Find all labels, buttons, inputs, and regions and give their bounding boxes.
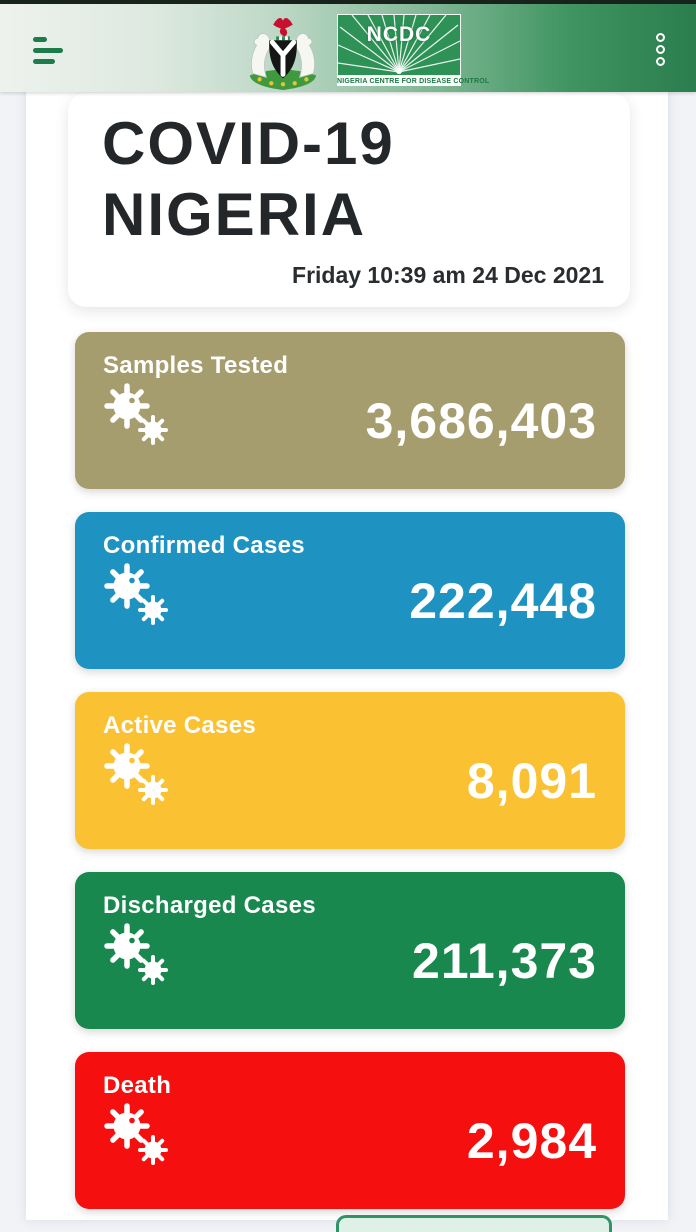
page-title: COVID-19 NIGERIA — [102, 109, 630, 251]
stat-card-active-cases[interactable]: Active Cases 8,091 — [75, 692, 625, 849]
kebab-dot — [655, 45, 665, 54]
virus-icon — [101, 562, 171, 628]
virus-icon — [101, 742, 171, 808]
kebab-dot — [655, 33, 665, 42]
menu-bar-line — [33, 37, 47, 42]
virus-icon — [101, 1102, 171, 1168]
ncdc-caption: NIGERIA CENTRE FOR DISEASE CONTROL — [337, 76, 490, 86]
title-card: COVID-19 NIGERIA Friday 10:39 am 24 Dec … — [68, 93, 630, 307]
hamburger-menu-icon[interactable] — [33, 37, 65, 64]
next-section-peek[interactable] — [336, 1215, 612, 1232]
stat-card-discharged-cases[interactable]: Discharged Cases 211,373 — [75, 872, 625, 1029]
stat-card-value: 2,984 — [466, 1113, 597, 1169]
stat-card-label: Samples Tested — [103, 352, 289, 379]
ncdc-acronym: NCDC — [366, 23, 432, 46]
stat-card-label: Discharged Cases — [103, 892, 316, 919]
nigeria-coat-of-arms — [249, 18, 317, 91]
stat-card-samples-tested[interactable]: Samples Tested 3,686,403 — [75, 332, 625, 489]
menu-bar-line — [33, 59, 55, 64]
stat-card-value: 211,373 — [412, 933, 597, 989]
status-bar — [0, 0, 696, 4]
page-title-line1: COVID-19 — [102, 110, 395, 177]
stat-card-label: Active Cases — [103, 712, 257, 739]
kebab-dot — [655, 57, 665, 66]
report-datetime: Friday 10:39 am 24 Dec 2021 — [292, 262, 604, 288]
menu-bar-line — [33, 48, 63, 53]
stat-card-label: Confirmed Cases — [103, 532, 305, 559]
stat-card-death[interactable]: Death 2,984 — [75, 1052, 625, 1209]
ncdc-logo: NCDC NIGERIA CENTRE FOR DISEASE CONTROL — [337, 14, 490, 86]
ncdc-logo-box: NCDC — [337, 14, 461, 76]
kebab-menu-icon[interactable] — [653, 33, 667, 69]
virus-icon — [101, 922, 171, 988]
ncdc-logo-group: NCDC NIGERIA CENTRE FOR DISEASE CONTROL — [235, 11, 490, 93]
page-title-line2: NIGERIA — [102, 180, 367, 248]
stat-card-value: 8,091 — [466, 753, 597, 809]
virus-icon — [101, 382, 171, 448]
ncdc-sun-rays-icon — [338, 15, 460, 74]
app-bar: NCDC NIGERIA CENTRE FOR DISEASE CONTROL — [0, 4, 696, 92]
stat-card-label: Death — [103, 1072, 172, 1099]
stat-card-confirmed-cases[interactable]: Confirmed Cases 222,448 — [75, 512, 625, 669]
stat-card-value: 222,448 — [409, 573, 597, 629]
stat-card-value: 3,686,403 — [365, 393, 597, 449]
